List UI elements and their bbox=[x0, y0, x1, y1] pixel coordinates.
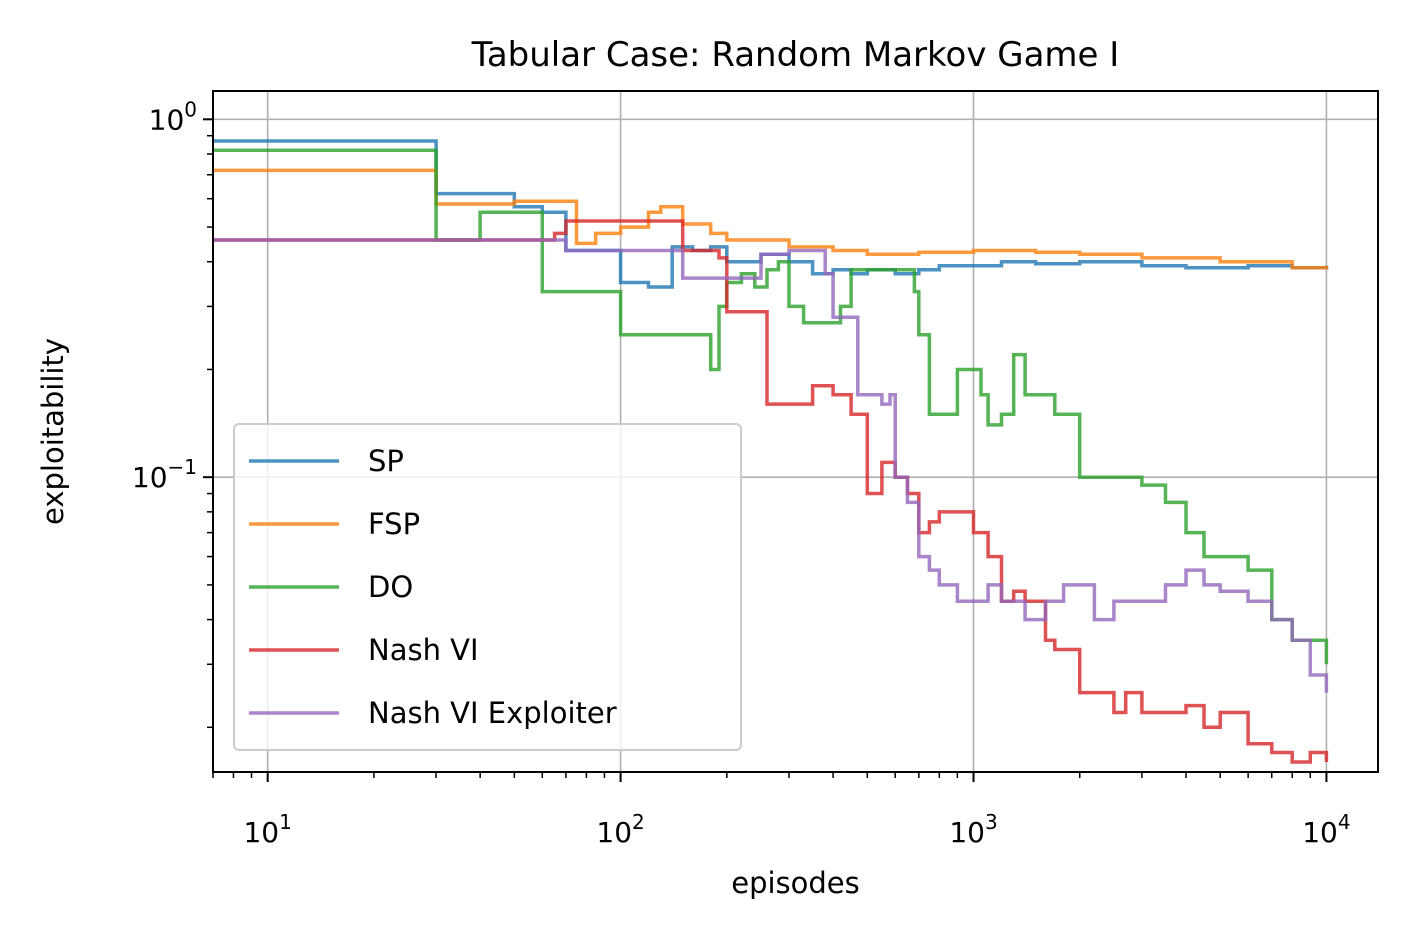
x-tick-label: 103 bbox=[949, 810, 997, 849]
y-tick-label: 10−1 bbox=[132, 455, 197, 494]
x-tick-label: 102 bbox=[596, 810, 644, 849]
legend-label-do: DO bbox=[368, 570, 413, 604]
chart-title: Tabular Case: Random Markov Game I bbox=[471, 35, 1120, 75]
legend: SP FSP DO Nash VI Nash VI Exploiter bbox=[233, 423, 742, 751]
x-tick-label: 104 bbox=[1302, 810, 1350, 849]
legend-box bbox=[233, 423, 742, 751]
x-axis-label: episodes bbox=[731, 866, 860, 900]
series-line-do bbox=[213, 148, 1329, 665]
legend-label-sp: SP bbox=[368, 444, 404, 478]
y-axis-label: exploitability bbox=[36, 338, 70, 525]
legend-label-nash-vi-exploiter: Nash VI Exploiter bbox=[368, 696, 617, 730]
series-line-fsp bbox=[213, 168, 1329, 270]
legend-label-nash-vi: Nash VI bbox=[368, 633, 479, 667]
series-line-nash-vi bbox=[213, 219, 1329, 764]
y-tick-label: 100 bbox=[149, 97, 197, 136]
plot-area-frame bbox=[212, 90, 1379, 773]
legend-label-fsp: FSP bbox=[368, 507, 420, 541]
series-line-nash-vi-exploiter bbox=[213, 238, 1329, 693]
series-line-sp bbox=[213, 139, 1329, 289]
x-tick-label: 101 bbox=[243, 810, 291, 849]
series-layer bbox=[213, 139, 1329, 764]
tick-layer: 101 102 103 104 100 10−1 bbox=[132, 97, 1351, 849]
